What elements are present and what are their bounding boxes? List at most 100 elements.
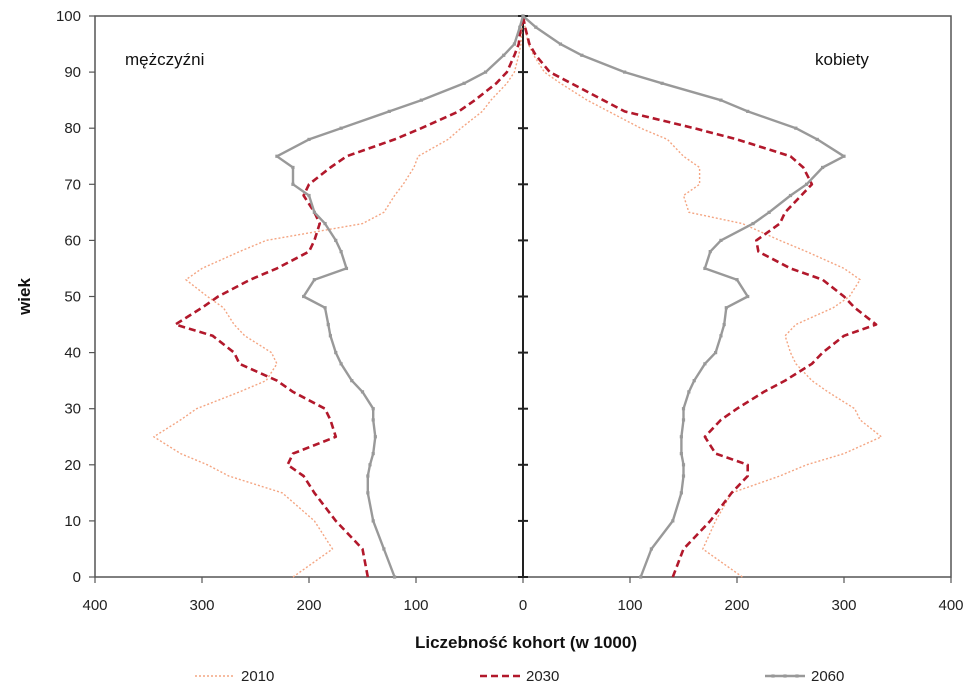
y-tick-label: 0 [73, 569, 81, 586]
series-2060-point [703, 266, 707, 271]
series-2030-women-line [521, 15, 878, 578]
series-2030-men-line [174, 15, 525, 578]
series-2060-point [804, 182, 809, 186]
series-2060-point [687, 390, 691, 394]
series-2060-point [719, 334, 723, 338]
y-tick-label: 90 [64, 64, 81, 81]
series-2060-point [821, 165, 825, 170]
series-2060-point [323, 306, 327, 310]
series-2060-point [623, 70, 627, 74]
series-2060-point [350, 379, 354, 383]
y-axis-title: wiek [15, 278, 34, 316]
series-2060-point [393, 575, 397, 579]
series-2060-point [371, 519, 375, 523]
legend-marker [795, 674, 799, 678]
x-axis-ticks: 400 300 200 100 0 100 200 300 400 [82, 577, 964, 614]
series-2060-point [307, 137, 311, 142]
series-2060-point [518, 25, 522, 29]
series-2060-point [312, 278, 316, 282]
series-2060-point [703, 362, 707, 366]
series-2060-point [483, 70, 488, 74]
series-2060-point [767, 210, 771, 214]
series-2060-point [521, 14, 525, 18]
y-tick-label: 30 [64, 401, 81, 418]
series-2060-point [312, 210, 316, 214]
series-2060-point [679, 451, 683, 456]
legend-marker [771, 674, 775, 678]
series-2060-point [339, 362, 343, 366]
y-tick-label: 60 [64, 232, 81, 249]
series-2060-point [339, 250, 343, 254]
series-2060-point [842, 154, 846, 158]
series-2060-point [724, 306, 728, 310]
x-tick-label: 400 [82, 597, 107, 614]
x-tick-label: 200 [296, 597, 321, 614]
series-2060-point [291, 165, 295, 170]
legend-label: 2010 [241, 668, 274, 685]
series-2060-point [746, 294, 750, 299]
series-2060-point [419, 98, 423, 102]
legend-label: 2030 [526, 668, 559, 685]
series-2060-point [366, 474, 370, 478]
series-2060-point [681, 418, 686, 422]
series-2060-point [366, 491, 370, 495]
series-2060-point [302, 294, 306, 299]
series-2060-point [373, 435, 377, 439]
series-2060-point [714, 351, 718, 355]
series-2060-point [681, 463, 686, 467]
series-2060-point [558, 42, 563, 46]
series-2060-point [462, 81, 466, 85]
series-layer [153, 14, 883, 579]
series-2060-point [671, 519, 675, 523]
y-tick-label: 10 [64, 513, 81, 530]
series-2060-point [722, 322, 726, 327]
x-tick-label: 300 [831, 597, 856, 614]
series-2060-point [735, 278, 739, 282]
x-tick-label: 400 [938, 597, 963, 614]
series-2060-point [326, 322, 330, 327]
series-2060-women-line [522, 15, 846, 578]
x-tick-label: 0 [519, 597, 527, 614]
series-2060-point [360, 390, 365, 394]
y-tick-label: 70 [64, 176, 81, 193]
series-2060-point [692, 379, 696, 383]
y-tick-label: 80 [64, 120, 81, 137]
series-2060-point [323, 221, 327, 226]
y-tick-label: 20 [64, 457, 81, 474]
series-2060-point [387, 109, 391, 113]
series-2060-point [639, 575, 643, 579]
series-2060-point [371, 418, 375, 422]
series-2060-point [751, 221, 755, 226]
annotation-women: kobiety [815, 50, 869, 69]
y-tick-label: 40 [64, 345, 81, 362]
series-2060-point [275, 154, 279, 158]
x-tick-label: 100 [403, 597, 428, 614]
y-axis-ticks: 0 10 20 30 40 50 60 70 80 90 100 [56, 8, 95, 586]
x-tick-label: 100 [617, 597, 642, 614]
x-tick-label: 200 [724, 597, 749, 614]
series-2060-point [339, 126, 343, 130]
series-2060-point [649, 547, 653, 551]
series-2060-point [815, 137, 819, 142]
series-2010-women-line [522, 15, 883, 578]
series-2060-point [681, 474, 686, 478]
series-2060-point [291, 182, 295, 186]
series-2060-point [719, 238, 723, 242]
series-2060-point [660, 81, 664, 85]
series-2060-point [708, 250, 712, 254]
series-2060-point [371, 451, 375, 456]
legend-item-2030: 2030 [480, 668, 559, 685]
series-2060-point [334, 351, 338, 355]
series-2060-point [334, 238, 338, 242]
series-2060-point [307, 193, 311, 198]
series-2060-point [371, 407, 375, 411]
series-2060-point [580, 53, 584, 57]
series-2060-point [719, 98, 723, 102]
series-2060-point [788, 193, 793, 198]
annotation-men: mężczyźni [125, 50, 204, 69]
legend-label: 2060 [811, 668, 844, 685]
x-tick-label: 300 [189, 597, 214, 614]
series-2060-point [679, 491, 683, 495]
legend-item-2010: 2010 [195, 668, 274, 685]
